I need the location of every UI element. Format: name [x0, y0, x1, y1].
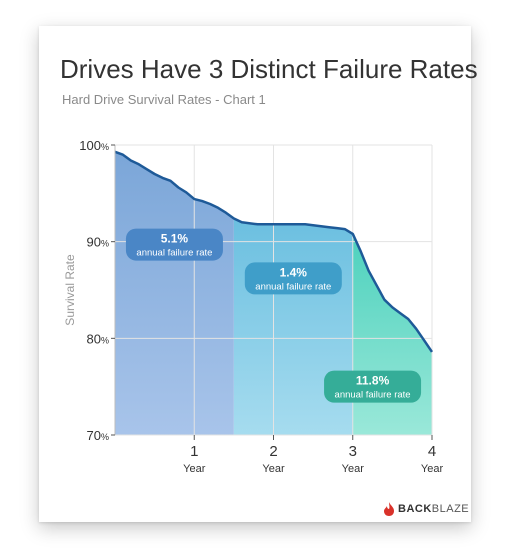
- y-tick-unit: %: [101, 335, 109, 345]
- y-tick-unit: %: [101, 142, 109, 152]
- brand-name: BACKBLAZE: [398, 503, 469, 515]
- brand-name-bold: BACK: [398, 503, 432, 515]
- annotation-rate: 5.1%: [161, 232, 189, 246]
- annotation-text: annual failure rate: [335, 390, 411, 401]
- chart-annotations: 5.1% annual failure rate 1.4% annual failur…: [125, 228, 422, 403]
- chart-axes: 100%90%80%70%1Year2Year3Year4YearSurviva…: [63, 138, 443, 475]
- annotation-pill: [125, 228, 223, 261]
- y-axis-title: Survival Rate: [63, 254, 77, 326]
- x-tick-number: 4: [428, 443, 436, 460]
- brand-name-light: BLAZE: [431, 503, 470, 515]
- region-area: [115, 151, 234, 436]
- chart-title: Drives Have 3 Distinct Failure Rates: [60, 54, 478, 84]
- y-tick-number: 90: [87, 235, 101, 250]
- x-tick-number: 3: [349, 443, 357, 460]
- annotation-pill: [244, 262, 342, 295]
- y-tick-number: 100: [79, 138, 101, 153]
- annotation-pill: [324, 370, 422, 403]
- x-tick-unit: Year: [421, 463, 444, 475]
- annotation-rate: 1.4%: [280, 265, 308, 279]
- y-tick-unit: %: [101, 239, 109, 249]
- y-tick-label: 100%: [79, 138, 109, 153]
- y-tick-number: 80: [87, 331, 101, 346]
- brand-logo: BACKBLAZE: [383, 502, 469, 516]
- chart-series: [114, 150, 434, 353]
- series-line: [114, 150, 434, 353]
- annotation-text: annual failure rate: [255, 281, 331, 292]
- x-tick-unit: Year: [262, 463, 285, 475]
- y-tick-unit: %: [101, 432, 109, 442]
- y-tick-number: 70: [87, 428, 101, 443]
- annotation-rate: 11.8%: [356, 374, 390, 388]
- annotation-text: annual failure rate: [136, 248, 212, 259]
- chart-subtitle: Hard Drive Survival Rates - Chart 1: [62, 92, 266, 107]
- x-tick-number: 2: [269, 443, 277, 460]
- y-tick-label: 90%: [87, 235, 109, 250]
- y-tick-label: 70%: [87, 428, 109, 443]
- x-tick-number: 1: [190, 443, 198, 460]
- y-tick-label: 80%: [87, 331, 109, 346]
- flame-icon: [384, 502, 394, 516]
- x-tick-unit: Year: [183, 463, 206, 475]
- x-tick-unit: Year: [342, 463, 365, 475]
